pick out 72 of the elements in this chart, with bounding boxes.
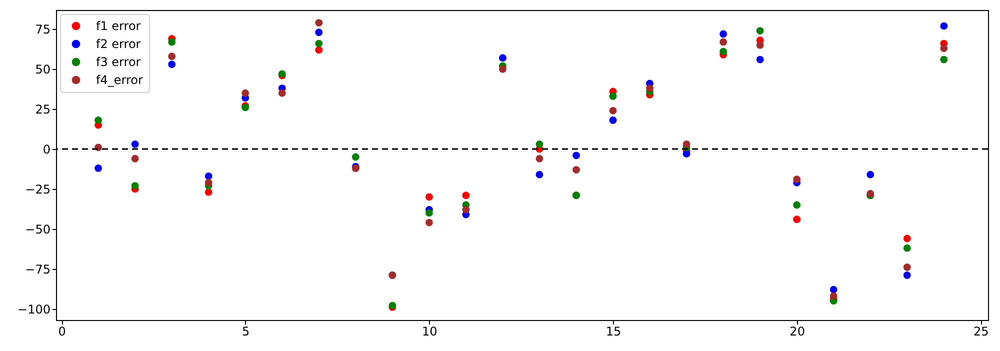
point: [94, 164, 102, 172]
point: [940, 22, 948, 30]
point: [315, 40, 323, 48]
point: [315, 46, 323, 54]
point: [830, 286, 838, 294]
x-tick-label: 15: [606, 324, 622, 338]
point: [462, 206, 470, 214]
point: [572, 152, 580, 160]
point: [793, 216, 801, 224]
point: [756, 27, 764, 34]
y-tick-label: −25: [25, 182, 50, 196]
y-tick-label: 50: [35, 62, 50, 77]
legend-label: f4_error: [96, 73, 143, 87]
y-tick-label: 75: [35, 22, 50, 37]
point: [352, 153, 360, 161]
point: [204, 178, 212, 186]
point: [793, 201, 801, 209]
point: [720, 48, 727, 56]
point: [609, 116, 617, 124]
y-tick-label: −100: [18, 302, 50, 316]
point: [168, 52, 176, 60]
point: [793, 176, 801, 184]
point: [131, 182, 139, 190]
point: [131, 140, 139, 148]
point: [168, 38, 176, 46]
point: [682, 150, 690, 158]
point: [903, 264, 911, 271]
y-tick-label: 0: [42, 142, 50, 157]
y-tick-label: −75: [25, 262, 50, 276]
point: [536, 170, 544, 178]
point: [315, 28, 323, 36]
point: [720, 30, 727, 38]
point: [204, 172, 212, 180]
point: [131, 154, 139, 162]
y-tick-label: 25: [35, 102, 50, 117]
y-tick-label: −50: [25, 222, 50, 236]
point: [462, 192, 470, 200]
point: [425, 193, 433, 201]
point: [903, 244, 911, 252]
point: [425, 218, 433, 226]
point: [756, 41, 764, 49]
point: [940, 44, 948, 52]
point: [204, 188, 212, 196]
x-tick-label: 0: [58, 324, 66, 338]
point: [242, 89, 250, 97]
point: [536, 154, 544, 162]
point: [903, 234, 911, 242]
point: [425, 209, 433, 217]
legend-label: f1 error: [96, 19, 141, 33]
point: [756, 56, 764, 64]
point: [572, 166, 580, 174]
point: [278, 89, 286, 97]
point: [830, 292, 838, 300]
point: [940, 56, 948, 64]
x-tick-label: 5: [242, 324, 250, 338]
legend-label: f2 error: [96, 37, 141, 51]
point: [720, 38, 727, 46]
point: [168, 60, 176, 68]
point: [609, 106, 617, 114]
x-tick-label: 25: [974, 324, 989, 338]
point: [682, 140, 690, 148]
point: [646, 84, 654, 92]
point: [94, 116, 102, 124]
point: [903, 272, 911, 279]
point: [315, 19, 323, 26]
point: [498, 65, 506, 73]
point: [536, 140, 544, 148]
legend-label: f3 error: [96, 55, 141, 69]
point: [866, 170, 874, 178]
x-tick-label: 20: [790, 324, 805, 338]
x-tick-label: 10: [422, 324, 438, 338]
point: [609, 92, 617, 100]
